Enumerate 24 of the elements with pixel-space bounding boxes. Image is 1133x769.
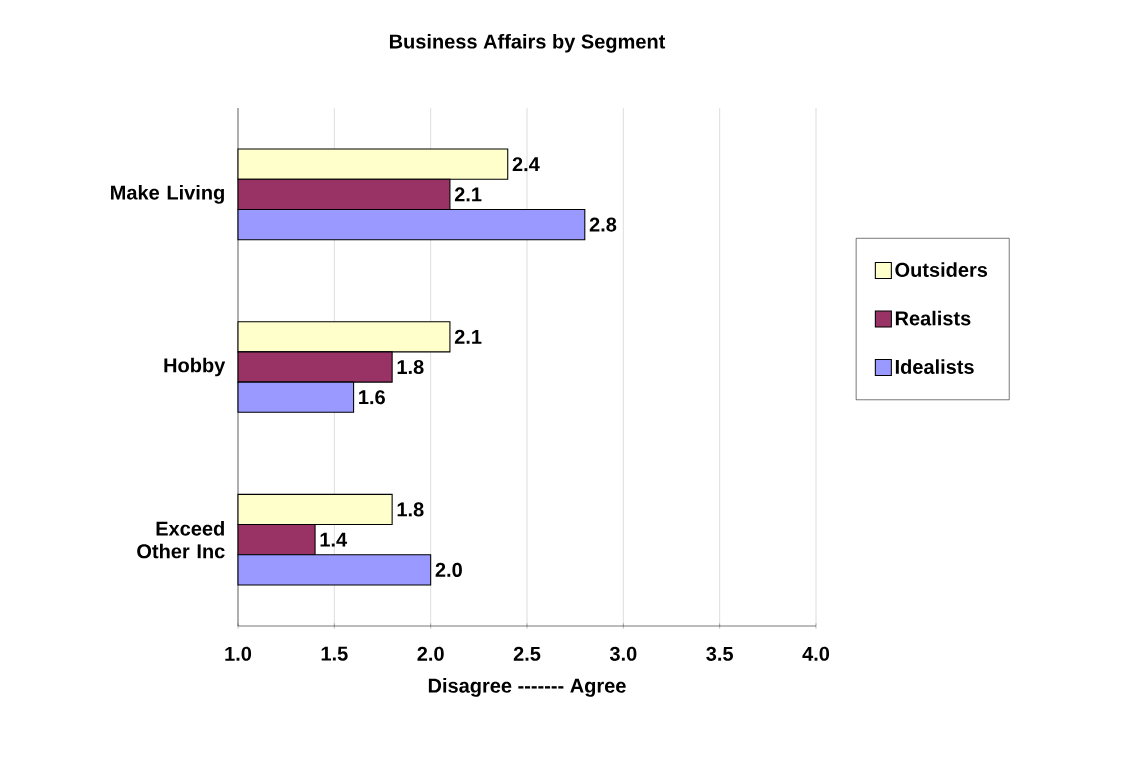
data-label: 2.8 bbox=[589, 217, 617, 232]
x-tick-label: 2.0 bbox=[417, 646, 444, 661]
data-label: 1.8 bbox=[397, 502, 424, 517]
y-tick-label: Make Living bbox=[111, 184, 224, 204]
chart-title: Business Affairs by Segment bbox=[389, 33, 666, 53]
legend-label: Realists bbox=[895, 310, 971, 326]
x-tick-label: 1.0 bbox=[225, 646, 252, 661]
x-axis-title: Disagree ------- Agree bbox=[428, 678, 626, 697]
data-label: 2.0 bbox=[435, 562, 462, 577]
legend-label: Outsiders bbox=[895, 262, 988, 277]
y-tick-label: Exceed Other Inc bbox=[137, 521, 225, 559]
x-tick-label: 3.0 bbox=[609, 646, 637, 661]
data-label: 1.6 bbox=[359, 390, 385, 405]
x-tick-label: 1.5 bbox=[321, 646, 348, 661]
x-tick-label: 4.0 bbox=[802, 646, 830, 661]
data-label: 2.1 bbox=[454, 329, 482, 344]
data-label: 1.4 bbox=[320, 532, 348, 547]
legend-label: Idealists bbox=[895, 359, 974, 374]
y-tick-label: Hobby bbox=[164, 357, 226, 377]
x-tick-label: 2.5 bbox=[513, 646, 541, 661]
x-tick-label: 3.5 bbox=[706, 646, 734, 661]
data-label: 1.8 bbox=[397, 359, 424, 375]
data-label: 2.1 bbox=[454, 187, 482, 202]
data-label: 2.4 bbox=[512, 157, 540, 172]
